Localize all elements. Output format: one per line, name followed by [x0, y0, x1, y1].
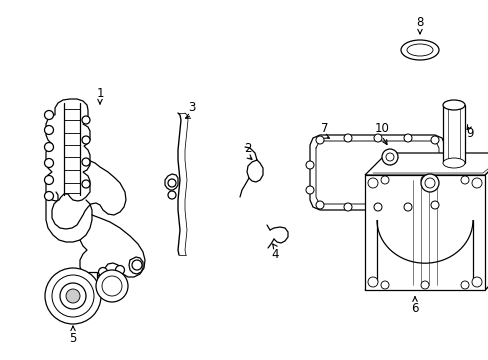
Circle shape — [367, 277, 377, 287]
Circle shape — [60, 283, 86, 309]
Circle shape — [380, 281, 388, 289]
Circle shape — [430, 201, 438, 209]
Circle shape — [460, 281, 468, 289]
Circle shape — [315, 201, 324, 209]
Circle shape — [44, 192, 53, 201]
Circle shape — [373, 134, 381, 142]
Text: 3: 3 — [188, 100, 195, 113]
Circle shape — [82, 180, 90, 188]
Circle shape — [420, 176, 428, 184]
Circle shape — [44, 111, 53, 120]
Circle shape — [343, 203, 351, 211]
Circle shape — [420, 174, 438, 192]
Text: 9: 9 — [465, 126, 473, 140]
Polygon shape — [364, 153, 488, 175]
Polygon shape — [364, 175, 484, 290]
Circle shape — [82, 116, 90, 124]
Polygon shape — [129, 257, 142, 274]
Circle shape — [460, 176, 468, 184]
Polygon shape — [484, 153, 488, 290]
Circle shape — [98, 267, 107, 276]
Polygon shape — [46, 99, 90, 201]
Circle shape — [420, 281, 428, 289]
Circle shape — [168, 179, 176, 187]
Text: 8: 8 — [415, 15, 423, 28]
Circle shape — [367, 178, 377, 188]
Circle shape — [381, 149, 397, 165]
Circle shape — [305, 186, 313, 194]
Ellipse shape — [442, 100, 464, 110]
Circle shape — [82, 136, 90, 144]
Circle shape — [96, 270, 128, 302]
Circle shape — [403, 203, 411, 211]
Polygon shape — [164, 174, 178, 190]
Text: 2: 2 — [244, 141, 251, 154]
Circle shape — [66, 289, 80, 303]
Circle shape — [403, 134, 411, 142]
Circle shape — [168, 191, 176, 199]
Circle shape — [44, 126, 53, 135]
Text: 5: 5 — [69, 332, 77, 345]
Circle shape — [305, 161, 313, 169]
Polygon shape — [309, 135, 444, 210]
Polygon shape — [88, 272, 97, 285]
Circle shape — [380, 176, 388, 184]
Circle shape — [343, 134, 351, 142]
Circle shape — [132, 260, 142, 270]
Circle shape — [315, 136, 324, 144]
Text: 7: 7 — [321, 122, 328, 135]
Circle shape — [45, 268, 101, 324]
Circle shape — [115, 266, 124, 274]
Circle shape — [373, 203, 381, 211]
Circle shape — [82, 158, 90, 166]
Circle shape — [471, 178, 481, 188]
Polygon shape — [364, 268, 488, 290]
Circle shape — [44, 143, 53, 152]
Text: 4: 4 — [271, 248, 278, 261]
Circle shape — [471, 277, 481, 287]
Text: 10: 10 — [374, 122, 388, 135]
Polygon shape — [442, 105, 464, 163]
Circle shape — [430, 136, 438, 144]
Text: 6: 6 — [410, 302, 418, 315]
Ellipse shape — [442, 158, 464, 168]
Circle shape — [44, 158, 53, 167]
Text: 1: 1 — [96, 86, 103, 99]
Circle shape — [44, 176, 53, 185]
Ellipse shape — [400, 40, 438, 60]
